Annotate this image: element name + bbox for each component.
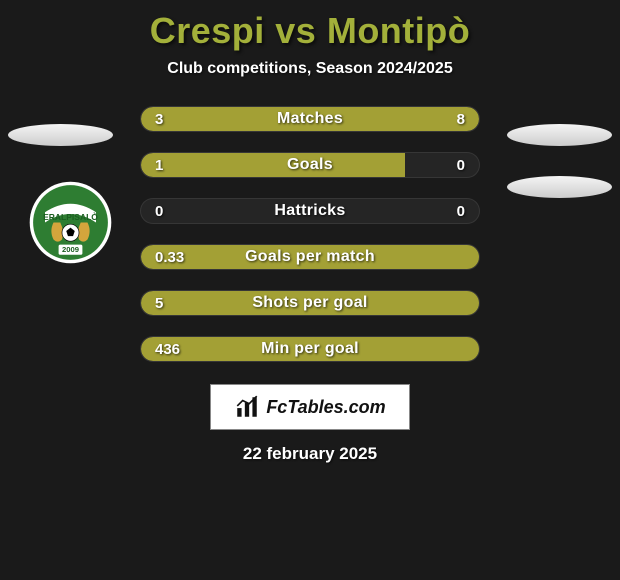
- stat-label: Shots per goal: [201, 294, 419, 312]
- stat-label: Goals: [201, 156, 419, 174]
- stat-value-right: 0: [419, 203, 479, 220]
- stat-label: Min per goal: [201, 340, 419, 358]
- page-title: Crespi vs Montipò: [150, 10, 471, 52]
- player-avatar-right-shadow: [507, 124, 612, 146]
- crest-name: ERALPISALÒ: [43, 211, 98, 222]
- crest-year: 2009: [62, 245, 79, 254]
- crest-ball: [62, 224, 79, 241]
- stat-value-left: 436: [141, 341, 201, 358]
- brand-badge[interactable]: FcTables.com: [210, 384, 410, 430]
- stat-label: Matches: [201, 110, 419, 128]
- stat-value-left: 0: [141, 203, 201, 220]
- comparison-card: Crespi vs Montipò Club competitions, Sea…: [0, 0, 620, 464]
- stat-value-left: 0.33: [141, 249, 201, 266]
- stat-value-right: 8: [419, 111, 479, 128]
- club-crest-left: ERALPISALÒ 2009: [28, 180, 113, 265]
- page-subtitle: Club competitions, Season 2024/2025: [167, 60, 452, 78]
- club-avatar-right-shadow: [507, 176, 612, 198]
- stat-row: 436Min per goal: [140, 336, 480, 362]
- date-label: 22 february 2025: [243, 444, 377, 464]
- stat-row: 5Shots per goal: [140, 290, 480, 316]
- stat-row: 0.33Goals per match: [140, 244, 480, 270]
- stat-row: 0Hattricks0: [140, 198, 480, 224]
- stat-row: 1Goals0: [140, 152, 480, 178]
- stat-value-left: 5: [141, 295, 201, 312]
- stat-label: Hattricks: [201, 202, 419, 220]
- chart-icon: [234, 394, 260, 420]
- stat-label: Goals per match: [201, 248, 419, 266]
- stats-list: 3Matches81Goals00Hattricks00.33Goals per…: [140, 106, 480, 362]
- brand-text: FcTables.com: [266, 397, 385, 418]
- stat-value-left: 3: [141, 111, 201, 128]
- stat-row: 3Matches8: [140, 106, 480, 132]
- player-avatar-left-shadow: [8, 124, 113, 146]
- stat-value-right: 0: [419, 157, 479, 174]
- stat-value-left: 1: [141, 157, 201, 174]
